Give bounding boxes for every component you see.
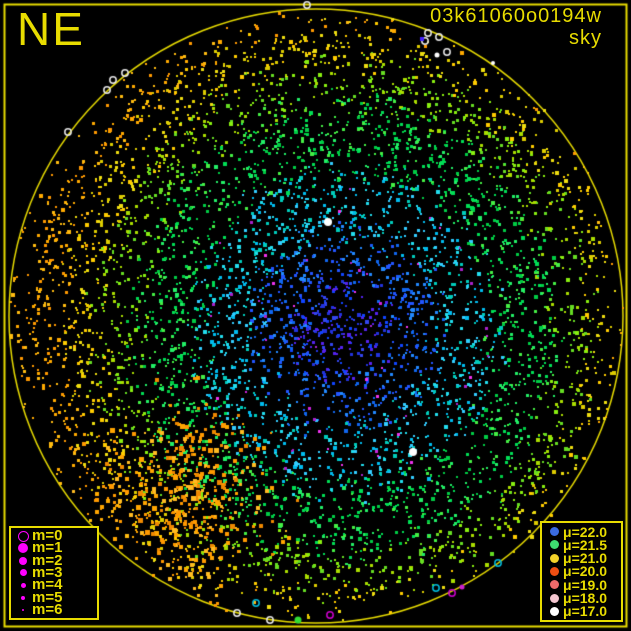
size-legend-row: m=5 [14,588,95,606]
brightness-legend-marker-icon [545,606,563,616]
size-legend-label: m=6 [32,600,63,618]
brightness-legend-row: μ=19.0 [545,576,619,593]
size-legend-marker-icon [14,608,32,611]
brightness-legend-row: μ=18.0 [545,590,619,607]
brightness-legend-marker-icon [545,553,563,563]
size-legend-row: m=0 [14,527,95,545]
brightness-legend-marker-icon [545,527,563,537]
sky-brightness-color-legend: μ=22.0 μ=21.5 μ=21.0 μ=20.0 μ=19.0 μ=18.0 μ=17… [540,521,623,622]
size-legend-label: m=1 [32,539,63,557]
size-legend-label: m=4 [32,576,63,594]
size-legend-marker-icon [14,582,32,588]
brightness-legend-label: μ=22.0 [563,523,607,540]
size-legend-label: m=3 [32,563,63,581]
magnitude-size-legend: m=0 m=1 m=2 m=3 m=4 m=5 m=6 [9,526,99,620]
title-block: 03k61060o0194w sky [430,5,602,49]
brightness-legend-label: μ=18.0 [563,590,607,607]
size-legend-marker-icon [14,595,32,600]
brightness-legend-label: μ=21.0 [563,550,607,567]
size-legend-row: m=4 [14,576,95,594]
brightness-legend-marker-icon [545,566,563,576]
brightness-legend-row: μ=21.5 [545,536,619,553]
size-legend-marker-icon [14,569,32,577]
brightness-legend-label: μ=19.0 [563,576,607,593]
brightness-legend-marker-icon [545,540,563,550]
frame-type-label: sky [569,27,602,49]
size-legend-row: m=1 [14,539,95,557]
orientation-label: NE [17,3,85,55]
size-legend-marker-icon [14,556,32,565]
brightness-legend-label: μ=20.0 [563,563,607,580]
brightness-legend-row: μ=22.0 [545,523,619,540]
brightness-legend-row: μ=17.0 [545,603,619,620]
brightness-legend-row: μ=21.0 [545,550,619,567]
size-legend-label: m=0 [32,527,63,545]
brightness-legend-marker-icon [545,580,563,590]
size-legend-marker-icon [14,543,32,554]
brightness-legend-row: μ=20.0 [545,563,619,580]
size-legend-row: m=2 [14,551,95,569]
exposure-title: 03k61060o0194w [430,5,602,27]
size-legend-row: m=6 [14,600,95,618]
brightness-legend-label: μ=21.5 [563,536,607,553]
size-legend-row: m=3 [14,563,95,581]
size-legend-label: m=2 [32,551,63,569]
size-legend-marker-icon [14,530,32,542]
brightness-legend-marker-icon [545,593,563,603]
brightness-legend-label: μ=17.0 [563,603,607,620]
size-legend-label: m=5 [32,588,63,606]
